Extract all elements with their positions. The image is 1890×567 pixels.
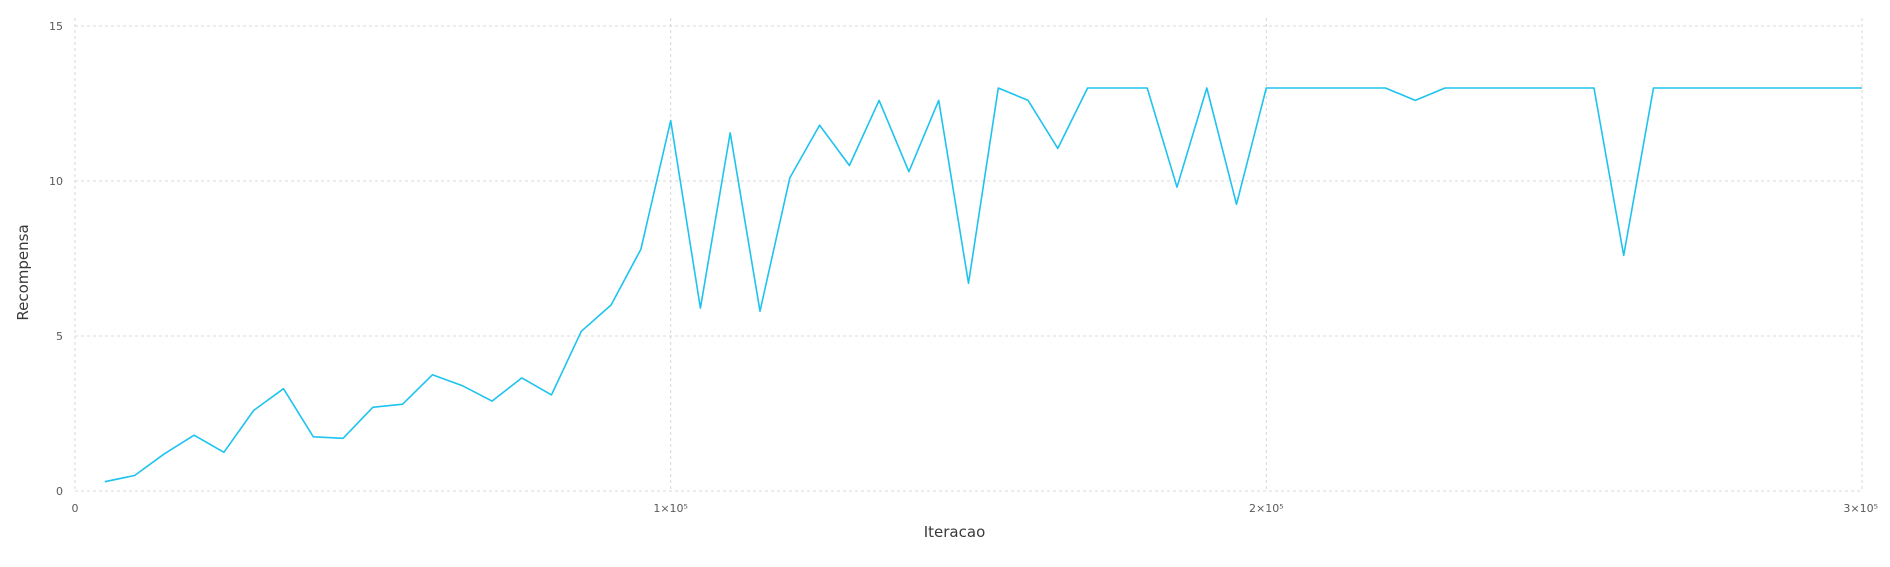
grid: [75, 18, 1863, 491]
tick-labels: 0 5 10 15 0 1×10⁵ 2×10⁵ 3×10⁵: [49, 20, 1878, 515]
y-tick-label: 0: [56, 485, 63, 498]
y-axis-label: Recompensa: [14, 224, 32, 320]
x-tick-label: 0: [72, 502, 79, 515]
x-axis-label: Iteracao: [924, 523, 986, 541]
y-tick-label: 5: [56, 330, 63, 343]
x-tick-label: 2×10⁵: [1249, 502, 1284, 515]
x-tick-label: 1×10⁵: [653, 502, 688, 515]
y-tick-label: 10: [49, 175, 63, 188]
y-tick-label: 15: [49, 20, 63, 33]
x-tick-label: 3×10⁵: [1843, 502, 1878, 515]
axes: [74, 18, 1862, 492]
series-line: [104, 87, 1862, 483]
series-group: [104, 87, 1862, 483]
